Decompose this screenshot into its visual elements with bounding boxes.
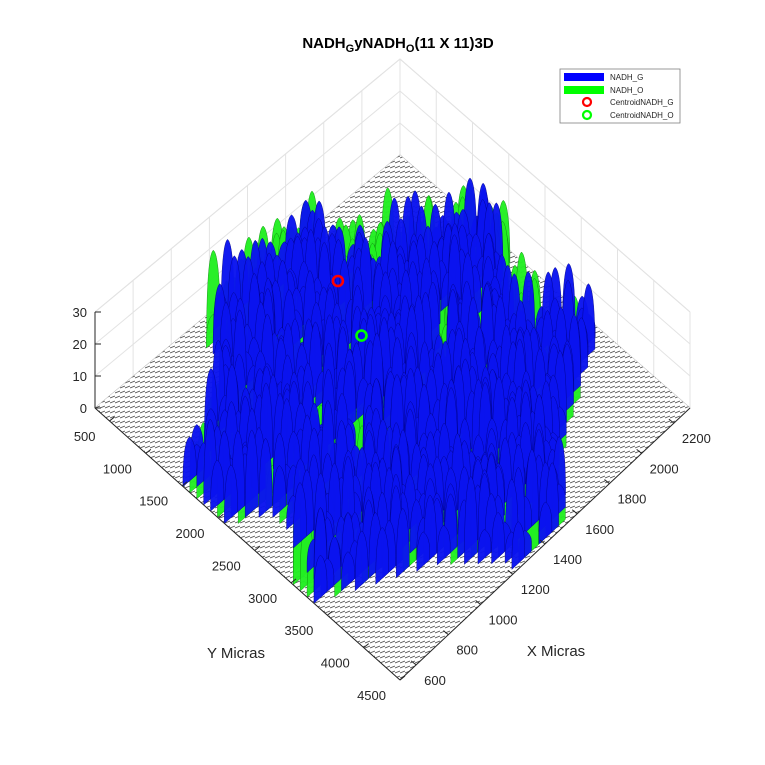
x-tick-label: 1400 <box>553 552 582 567</box>
nadh-g-peak <box>182 436 197 488</box>
y-axis-label: Y Micras <box>207 645 265 662</box>
y-tick <box>363 643 370 649</box>
nadh-g-peak <box>436 525 451 566</box>
nadh-g-surface <box>182 177 596 604</box>
legend-label-centroid-o: CentroidNADH_O <box>610 111 674 120</box>
y-tick-label: 4000 <box>321 656 350 671</box>
grid-line-z <box>94 122 691 377</box>
centroid-nadh-o-marker <box>355 329 368 342</box>
y-tick <box>254 546 261 551</box>
nadh-g-peak <box>375 527 389 585</box>
x-tick <box>410 660 417 666</box>
grid-line-z <box>94 90 691 345</box>
y-tick <box>290 578 297 584</box>
title-sub-1: G <box>346 43 355 55</box>
x-tick <box>636 448 642 454</box>
nadh-g-peak <box>396 508 410 579</box>
y-tick-label: 3500 <box>284 623 313 638</box>
nadh-g-peak <box>464 476 478 565</box>
title-part-3: (11 X 11)3D <box>414 35 493 52</box>
nadh-g-peak <box>491 512 505 565</box>
nadh-g-peak <box>477 529 492 565</box>
z-tick-label: 30 <box>73 305 87 320</box>
y-tick <box>327 610 333 616</box>
y-tick-label: 4500 <box>357 688 386 703</box>
x-tick <box>443 630 449 636</box>
legend-label-nadh-g: NADH_G <box>610 73 643 82</box>
x-tick-label: 600 <box>424 673 446 688</box>
legend-marker-centroid-o <box>581 109 593 121</box>
z-tick-label: 10 <box>73 369 87 384</box>
z-tick-label: 0 <box>80 401 87 416</box>
x-tick-label: 1200 <box>521 582 550 597</box>
nadh-g-peak <box>416 531 430 572</box>
z-tick-label: 20 <box>73 337 87 352</box>
title-part-2: yNADH <box>354 35 406 52</box>
legend-swatch-nadh-o <box>564 86 604 94</box>
nadh-g-peak <box>258 438 273 518</box>
y-tick-label: 3000 <box>248 591 277 606</box>
y-tick <box>218 513 224 519</box>
nadh-g-peak <box>210 459 225 512</box>
centroids <box>331 274 368 342</box>
x-tick-label: 1600 <box>585 522 614 537</box>
nadh-g-peak <box>538 501 553 545</box>
x-tick <box>539 539 546 545</box>
x-tick <box>668 418 675 424</box>
x-axis-label: X Micras <box>527 643 585 660</box>
y-tick <box>145 448 152 454</box>
y-tick-label: 1500 <box>139 494 168 509</box>
x-tick-label: 1800 <box>617 492 646 507</box>
y-tick-label: 2000 <box>176 526 205 541</box>
legend[interactable]: NADH_G NADH_O CentroidNADH_G CentroidNAD… <box>559 68 681 124</box>
axes-ticks: 0 10 20 30 500 1000 1500 2000 2500 3000 3500 4000 45… <box>73 305 711 703</box>
x-tick <box>604 479 610 484</box>
x-tick <box>571 509 578 515</box>
x-tick-label: 2200 <box>682 431 711 446</box>
legend-label-nadh-o: NADH_O <box>610 86 643 95</box>
nadh-g-peak <box>313 554 328 604</box>
nadh-g-peak <box>341 551 355 592</box>
legend-swatch-nadh-g <box>564 73 604 81</box>
x-tick <box>507 569 514 575</box>
legend-label-centroid-g: CentroidNADH_G <box>610 98 674 107</box>
x-tick-label: 1000 <box>489 612 518 627</box>
nadh-g-peak <box>354 530 369 592</box>
nadh-g-peak <box>293 482 307 549</box>
title-part-1: NADH <box>302 35 345 52</box>
nadh-g-peak <box>224 464 238 524</box>
nadh-g-peak <box>272 465 287 518</box>
y-tick <box>181 481 188 487</box>
y-tick-label: 1000 <box>103 461 132 476</box>
legend-marker-centroid-g <box>581 96 593 108</box>
y-tick-label: 2500 <box>212 558 241 573</box>
y-tick-label: 500 <box>74 429 96 444</box>
x-tick-label: 800 <box>456 643 478 658</box>
grid-line-z <box>94 58 691 313</box>
nadh-g-peak <box>511 521 525 570</box>
x-tick <box>475 600 481 605</box>
x-tick-label: 2000 <box>650 461 679 476</box>
title-sub-2: O <box>406 43 415 55</box>
chart-title: NADHGyNADHO(11 X 11)3D <box>302 35 494 55</box>
y-tick <box>109 416 115 422</box>
centroid-nadh-g-marker <box>331 274 345 288</box>
nadh-g-peak <box>244 429 259 518</box>
